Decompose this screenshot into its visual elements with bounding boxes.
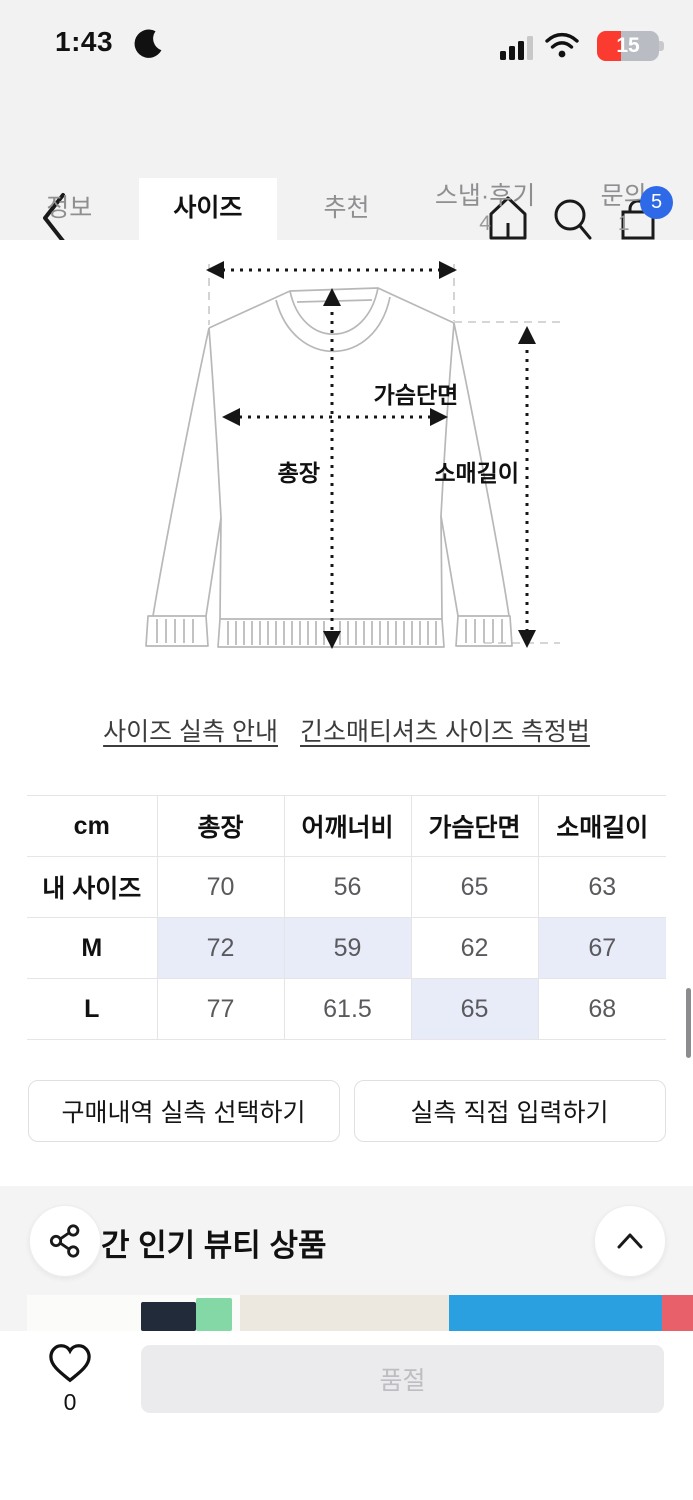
moon-icon	[133, 28, 165, 65]
tab-snap-review[interactable]: 스냅·후기 4	[434, 181, 536, 236]
cell-value: 61.5	[283, 978, 412, 1040]
size-table-header-row: cm 총장 어깨너비 가슴단면 소매길이	[27, 795, 666, 857]
col-header-shoulder: 어깨너비	[283, 795, 412, 857]
cell-value-highlighted: 65	[410, 978, 539, 1040]
search-icon	[554, 199, 592, 240]
cell-value: 63	[537, 856, 666, 918]
col-header-length: 총장	[156, 795, 285, 857]
share-button[interactable]	[29, 1205, 101, 1277]
measure-buttons: 구매내역 실측 선택하기 실측 직접 입력하기	[0, 1080, 693, 1142]
tab-bar: 정보 사이즈 추천 스냅·후기 4 문의 1	[0, 178, 693, 240]
top-chrome: 1:43 15	[0, 0, 693, 243]
back-button[interactable]	[36, 188, 76, 248]
col-header-chest: 가슴단면	[410, 795, 539, 857]
cart-badge: 5	[640, 186, 673, 219]
table-row-l: L 77 61.5 65 68	[27, 978, 666, 1040]
select-purchase-measure-button[interactable]: 구매내역 실측 선택하기	[27, 1080, 340, 1142]
product-thumbnail-strip[interactable]	[0, 1295, 693, 1331]
battery-icon: 15	[597, 31, 659, 61]
status-time: 1:43	[55, 26, 114, 57]
product-thumbnail-item	[196, 1298, 232, 1331]
cell-value-highlighted: 67	[537, 917, 666, 979]
scrollbar[interactable]	[686, 988, 691, 1058]
cell-value: 70	[156, 856, 285, 918]
cell-value: 65	[410, 856, 539, 918]
sold-out-button[interactable]: 품절	[141, 1345, 664, 1413]
bottom-action-bar: 0 품절	[0, 1331, 693, 1500]
tab-size[interactable]: 사이즈	[138, 178, 278, 240]
recommend-section-title: 간 인기 뷰티 상품	[101, 1228, 327, 1263]
tab-inquiry[interactable]: 문의 1	[600, 181, 647, 236]
recommend-section: 간 인기 뷰티 상품	[0, 1186, 693, 1331]
size-table: cm 총장 어깨너비 가슴단면 소매길이 내 사이즈 70 56 65 63 M…	[27, 795, 666, 1040]
search-button[interactable]	[549, 192, 595, 246]
cell-value: 68	[537, 978, 666, 1040]
cell-value: 62	[410, 917, 539, 979]
diagram-label-chest: 가슴단면	[374, 382, 459, 408]
size-measure-diagram: 가슴단면 총장 소매길이	[132, 255, 562, 660]
product-thumbnail[interactable]	[240, 1295, 449, 1331]
cell-value: 56	[283, 856, 412, 918]
table-row-m: M 72 59 62 67	[27, 917, 666, 979]
size-tab-content: 가슴단면 총장 소매길이 사이즈 실측 안내 긴소매티셔츠 사이즈 측정법 cm…	[0, 240, 693, 1186]
col-header-sleeve: 소매길이	[537, 795, 666, 857]
row-label: 내 사이즈	[27, 856, 158, 918]
cell-value-highlighted: 59	[283, 917, 412, 979]
chevron-up-icon	[617, 1233, 643, 1249]
tab-recommend[interactable]: 추천	[323, 194, 370, 223]
col-header-cm: cm	[27, 795, 158, 857]
diagram-label-sleeve: 소매길이	[434, 460, 519, 486]
like-button[interactable]: 0	[45, 1343, 95, 1433]
home-icon	[489, 196, 527, 240]
size-measure-guide-link[interactable]: 사이즈 실측 안내	[103, 718, 278, 746]
battery-nub	[659, 41, 664, 51]
like-count: 0	[63, 1389, 77, 1415]
table-row-my-size: 내 사이즈 70 56 65 63	[27, 856, 666, 918]
product-thumbnail[interactable]	[27, 1295, 240, 1331]
row-label: M	[27, 917, 158, 979]
nav-bar: 5	[0, 88, 693, 243]
home-button[interactable]	[485, 192, 531, 246]
diagram-label-length: 총장	[278, 460, 320, 486]
tshirt-measure-method-link[interactable]: 긴소매티셔츠 사이즈 측정법	[300, 718, 590, 746]
size-guide-links: 사이즈 실측 안내 긴소매티셔츠 사이즈 측정법	[0, 712, 693, 748]
share-icon	[49, 1224, 80, 1258]
tab-inquiry-count: 1	[617, 212, 630, 236]
signal-icon	[500, 36, 533, 60]
row-label: L	[27, 978, 158, 1040]
product-thumbnail-item	[141, 1302, 196, 1331]
tab-info[interactable]: 정보	[46, 194, 93, 223]
scroll-top-button[interactable]	[594, 1205, 666, 1277]
tab-snap-review-count: 4	[479, 212, 491, 236]
input-measure-directly-button[interactable]: 실측 직접 입력하기	[353, 1080, 666, 1142]
wifi-icon	[544, 32, 580, 65]
product-thumbnail[interactable]	[662, 1295, 693, 1331]
status-bar: 1:43 15	[0, 0, 693, 88]
cell-value-highlighted: 72	[156, 917, 285, 979]
heart-icon	[49, 1344, 91, 1383]
product-thumbnail[interactable]	[449, 1295, 662, 1331]
cell-value: 77	[156, 978, 285, 1040]
battery-level: 15	[616, 34, 640, 57]
